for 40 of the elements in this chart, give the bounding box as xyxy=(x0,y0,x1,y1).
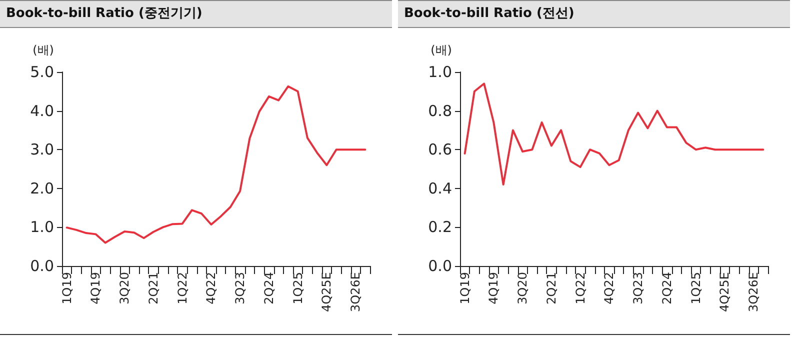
x-tick-label: 1Q25 xyxy=(688,272,703,304)
y-axis-title: (배) xyxy=(430,43,452,57)
y-tick-label: 0.0 xyxy=(428,257,452,275)
x-tick-label: 1Q22 xyxy=(175,272,190,304)
y-tick-label: 1.0 xyxy=(30,218,54,236)
y-tick-label: 0.2 xyxy=(428,218,452,236)
chart-title: Book-to-bill Ratio (중전기기) xyxy=(0,0,392,28)
chart-title: Book-to-bill Ratio (전선) xyxy=(398,0,790,28)
y-tick-label: 4.0 xyxy=(30,102,54,120)
x-tick-label: 4Q25E xyxy=(320,272,334,312)
x-tick-label: 1Q22 xyxy=(573,272,588,304)
x-tick-label: 1Q19 xyxy=(60,272,74,304)
y-tick-label: 5.0 xyxy=(30,63,54,81)
y-tick-label: 3.0 xyxy=(30,140,54,159)
x-tick-label: 3Q26E xyxy=(746,272,761,312)
x-tick-label: 4Q22 xyxy=(602,272,616,304)
x-tick-label: 3Q26E xyxy=(348,272,363,312)
y-tick-label: 1.0 xyxy=(428,63,452,81)
x-tick-label: 2Q21 xyxy=(544,272,558,304)
x-tick-label: 3Q20 xyxy=(516,272,530,304)
x-tick-label: 3Q23 xyxy=(631,272,646,304)
y-tick-label: 0.4 xyxy=(428,179,452,198)
x-tick-label: 1Q25 xyxy=(290,272,305,304)
x-tick-label: 1Q19 xyxy=(458,272,472,304)
x-tick-label: 2Q24 xyxy=(660,272,674,304)
x-tick-label: 2Q24 xyxy=(262,272,276,304)
y-tick-label: 0.8 xyxy=(428,102,452,120)
x-tick-label: 2Q21 xyxy=(146,272,160,304)
y-tick-label: 0.6 xyxy=(428,140,452,159)
x-tick-label: 4Q19 xyxy=(486,272,501,304)
y-axis-title: (배) xyxy=(32,43,54,57)
x-tick-label: 4Q25E xyxy=(718,272,732,312)
x-tick-label: 4Q19 xyxy=(88,272,103,304)
x-tick-label: 3Q23 xyxy=(233,272,248,304)
line-series xyxy=(464,82,764,186)
x-tick-label: 4Q22 xyxy=(204,272,218,304)
line-series xyxy=(66,85,366,244)
y-tick-label: 2.0 xyxy=(30,179,54,198)
x-tick-label: 3Q20 xyxy=(118,272,132,304)
y-tick-label: 0.0 xyxy=(30,257,54,275)
